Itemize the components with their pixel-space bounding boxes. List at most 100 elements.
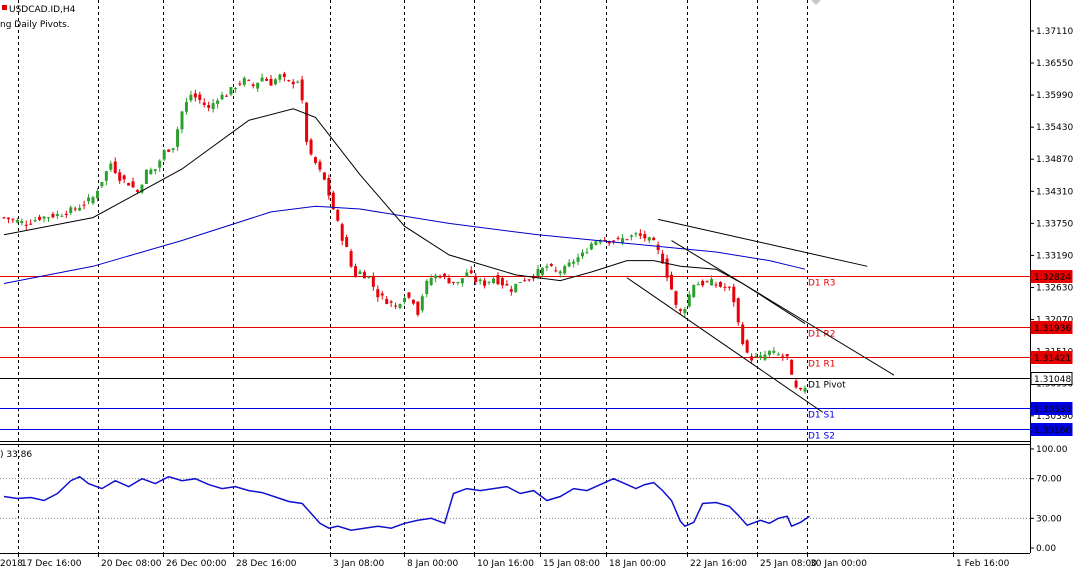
- candle-body: [563, 266, 567, 274]
- candle-body: [527, 279, 531, 281]
- candle: [376, 285, 380, 302]
- candle: [354, 263, 358, 278]
- candle: [180, 110, 184, 134]
- candle-body: [643, 234, 647, 239]
- candle-body: [589, 243, 593, 250]
- candle-body: [251, 84, 255, 87]
- candle-body: [15, 219, 19, 223]
- candle-body: [750, 356, 754, 361]
- candle: [198, 91, 202, 104]
- candle: [260, 73, 264, 82]
- candle: [438, 274, 442, 279]
- candle: [269, 74, 273, 86]
- candle: [616, 236, 620, 241]
- candle: [625, 238, 629, 241]
- candle: [11, 217, 15, 223]
- candle: [683, 307, 687, 318]
- candle-body: [207, 105, 211, 108]
- trend-channel-line[interactable]: [658, 218, 868, 267]
- candle: [563, 264, 567, 275]
- candle-body: [661, 253, 665, 264]
- candle: [104, 170, 108, 186]
- candle-body: [705, 281, 709, 283]
- candle: [576, 253, 580, 266]
- trend-channel-line[interactable]: [671, 240, 895, 376]
- candle: [327, 174, 331, 200]
- candle-body: [73, 208, 77, 210]
- candle-body: [772, 350, 776, 353]
- candle: [736, 297, 740, 326]
- candle-body: [469, 270, 473, 274]
- candle: [95, 187, 99, 202]
- candle-body: [33, 220, 37, 222]
- price-axis[interactable]: 1.37110 1.36550 1.35990 1.35430 1.34870 1.343…: [1030, 27, 1073, 554]
- candle: [718, 281, 722, 288]
- candle-body: [100, 182, 104, 187]
- price-tick-label: 1.37110: [1036, 27, 1073, 37]
- price-tick-label: 1.36550: [1036, 59, 1073, 69]
- candle: [540, 267, 544, 277]
- candle: [634, 231, 638, 238]
- candle-body: [376, 289, 380, 298]
- candle-body: [282, 73, 286, 77]
- candle: [247, 79, 251, 82]
- rsi-tick-label: 70.00: [1036, 475, 1062, 485]
- candle-body: [109, 163, 113, 170]
- candle: [661, 249, 665, 264]
- candle-body: [785, 354, 789, 357]
- candle: [20, 218, 24, 226]
- candle-body: [336, 209, 340, 221]
- candle: [153, 169, 157, 175]
- candle: [389, 300, 393, 307]
- pivot-line-label: D1 S2: [808, 432, 835, 442]
- candle: [701, 279, 705, 288]
- candle: [790, 359, 794, 375]
- candle-body: [322, 172, 326, 180]
- candle: [434, 273, 438, 283]
- candle: [314, 156, 317, 165]
- candle: [29, 219, 33, 225]
- candle: [91, 195, 95, 205]
- candle-body: [732, 286, 736, 303]
- moving-averages: [3, 108, 806, 325]
- candle: [380, 290, 384, 300]
- candle-body: [438, 276, 442, 278]
- candle: [492, 276, 495, 285]
- candle: [732, 283, 736, 307]
- candle-body: [505, 284, 509, 286]
- candle-body: [371, 276, 375, 287]
- candle: [581, 249, 584, 260]
- candle-body: [420, 296, 424, 311]
- candle-body: [723, 286, 727, 288]
- candle: [207, 101, 211, 112]
- candle-body: [763, 354, 767, 360]
- candle: [144, 169, 148, 184]
- candle: [763, 350, 767, 362]
- candle-body: [407, 292, 411, 298]
- candle-body: [47, 217, 50, 219]
- candle-body: [621, 238, 625, 243]
- candle: [585, 247, 589, 254]
- candle-body: [656, 244, 660, 251]
- scroll-marker-icon[interactable]: [811, 0, 821, 5]
- candle: [273, 77, 277, 86]
- candle: [429, 274, 433, 287]
- price-badge: [1030, 351, 1073, 364]
- candle: [554, 266, 558, 273]
- candle-body: [683, 309, 687, 314]
- candle-body: [692, 284, 696, 298]
- candle: [265, 77, 269, 81]
- candle: [47, 216, 50, 223]
- symbol-icon: [2, 5, 7, 10]
- candle-body: [122, 175, 126, 180]
- candle-body: [665, 258, 669, 278]
- trend-channel-line[interactable]: [626, 277, 824, 413]
- candle: [687, 291, 691, 308]
- candle: [318, 159, 322, 172]
- candle: [38, 214, 42, 221]
- candle: [300, 75, 304, 104]
- candle-body: [745, 340, 749, 353]
- candlestick-series: [2, 71, 807, 394]
